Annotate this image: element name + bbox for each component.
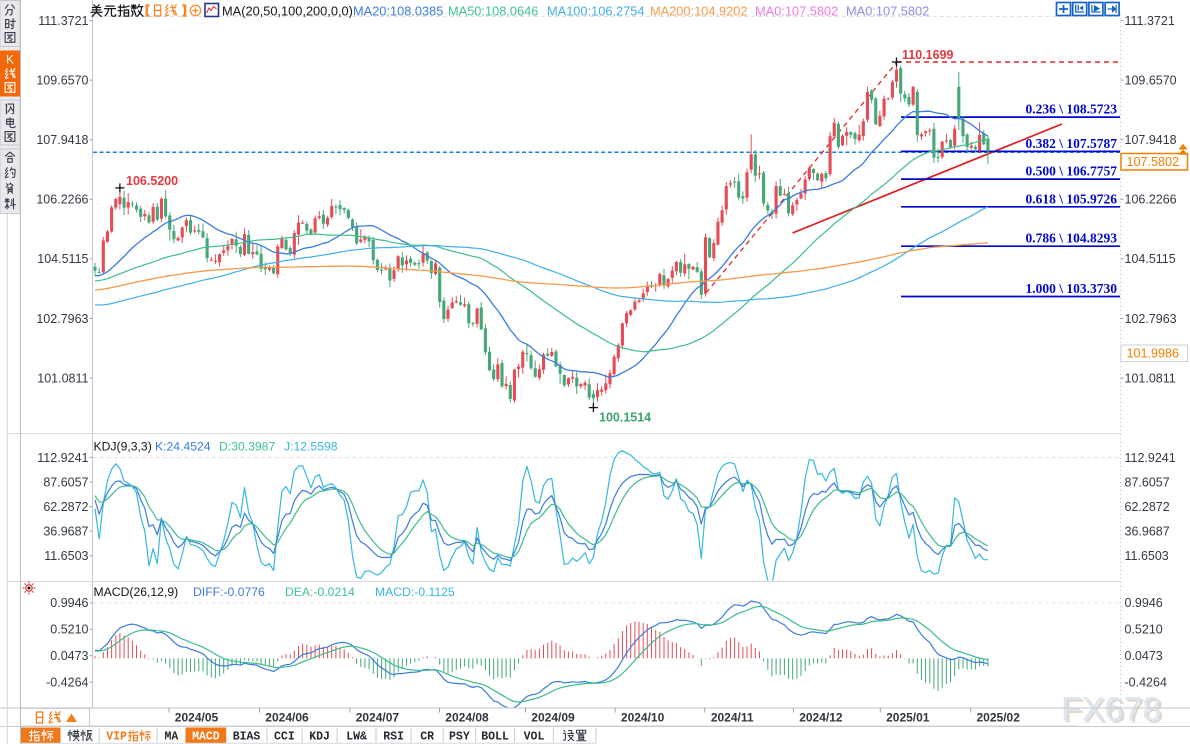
- svg-text:0.618 \ 105.9726: 0.618 \ 105.9726: [1025, 191, 1117, 206]
- svg-text:106.5200: 106.5200: [126, 174, 178, 188]
- svg-text:MA200:104.9202: MA200:104.9202: [650, 4, 747, 19]
- svg-text:MA100:106.2754: MA100:106.2754: [547, 4, 644, 19]
- svg-text:102.7963: 102.7963: [36, 312, 88, 326]
- svg-text:2025/01: 2025/01: [886, 711, 930, 725]
- svg-text:MA20:108.0385: MA20:108.0385: [353, 4, 443, 19]
- svg-text:KDJ: KDJ: [309, 730, 330, 743]
- svg-text:0.5210: 0.5210: [50, 623, 88, 637]
- svg-text:KDJ(9,3,3): KDJ(9,3,3): [94, 439, 152, 453]
- svg-text:2024/10: 2024/10: [621, 711, 665, 725]
- svg-text:101.0811: 101.0811: [37, 371, 88, 385]
- svg-text:62.2872: 62.2872: [43, 500, 88, 514]
- svg-text:101.9986: 101.9986: [1127, 347, 1180, 361]
- svg-text:36.9687: 36.9687: [1125, 525, 1170, 539]
- svg-text:2025/02: 2025/02: [977, 711, 1021, 725]
- svg-text:62.2872: 62.2872: [1125, 500, 1170, 514]
- svg-text:100.1514: 100.1514: [599, 411, 651, 425]
- svg-text:VOL: VOL: [524, 730, 545, 743]
- svg-text:J:12.5598: J:12.5598: [284, 439, 338, 453]
- svg-text:DIFF:-0.0776: DIFF:-0.0776: [193, 585, 265, 599]
- svg-text:MACD: MACD: [192, 730, 220, 743]
- svg-text:11.6503: 11.6503: [1125, 549, 1169, 563]
- svg-text:RSI: RSI: [383, 730, 404, 743]
- svg-text:111.3721: 111.3721: [1125, 14, 1175, 28]
- svg-text:87.6057: 87.6057: [1125, 475, 1170, 489]
- svg-text:109.6570: 109.6570: [1125, 73, 1177, 87]
- svg-text:2024/06: 2024/06: [265, 711, 309, 725]
- svg-text:2024/05: 2024/05: [175, 711, 219, 725]
- svg-text:36.9687: 36.9687: [43, 525, 88, 539]
- svg-text:0.9946: 0.9946: [1125, 596, 1163, 610]
- svg-text:MA(20,50,100,200,0,0): MA(20,50,100,200,0,0): [222, 4, 353, 19]
- svg-text:MA0:107.5802: MA0:107.5802: [846, 4, 929, 19]
- svg-text:K:24.4524: K:24.4524: [155, 439, 211, 453]
- svg-text:0.382 \ 107.5787: 0.382 \ 107.5787: [1025, 136, 1117, 151]
- svg-text:D:30.3987: D:30.3987: [219, 439, 275, 453]
- svg-text:0.9946: 0.9946: [50, 596, 88, 610]
- svg-text:109.6570: 109.6570: [36, 73, 88, 87]
- svg-text:2024/09: 2024/09: [531, 711, 575, 725]
- svg-text:0.0473: 0.0473: [1125, 649, 1163, 663]
- svg-text:2024/11: 2024/11: [711, 711, 754, 725]
- svg-text:MACD(26,12,9): MACD(26,12,9): [94, 585, 179, 599]
- svg-text:BOLL: BOLL: [481, 730, 509, 743]
- svg-text:11.6503: 11.6503: [44, 549, 88, 563]
- svg-text:MA50:108.0646: MA50:108.0646: [448, 4, 538, 19]
- svg-text:107.9418: 107.9418: [36, 133, 88, 147]
- svg-text:107.9418: 107.9418: [1125, 133, 1177, 147]
- svg-text:-0.4264: -0.4264: [46, 675, 88, 689]
- svg-text:CR: CR: [420, 730, 434, 743]
- svg-text:0.5210: 0.5210: [1125, 623, 1163, 637]
- svg-text:1.000 \ 103.3730: 1.000 \ 103.3730: [1025, 281, 1117, 296]
- svg-text:CCI: CCI: [274, 730, 295, 743]
- svg-text:VIP: VIP: [106, 730, 127, 743]
- svg-text:MA: MA: [164, 730, 178, 743]
- svg-text:BIAS: BIAS: [233, 730, 261, 743]
- svg-text:102.7963: 102.7963: [1125, 312, 1177, 326]
- svg-text:MACD:-0.1125: MACD:-0.1125: [375, 585, 455, 599]
- svg-text:FX678: FX678: [1061, 691, 1161, 729]
- svg-text:PSY: PSY: [449, 730, 470, 743]
- svg-text:2024/12: 2024/12: [799, 711, 843, 725]
- svg-text:111.3721: 111.3721: [38, 14, 88, 28]
- svg-text:101.0811: 101.0811: [1125, 371, 1176, 385]
- svg-text:0.500 \ 106.7757: 0.500 \ 106.7757: [1025, 164, 1117, 179]
- svg-text:0.236 \ 108.5723: 0.236 \ 108.5723: [1025, 102, 1117, 117]
- svg-text:-0.4264: -0.4264: [1125, 675, 1167, 689]
- svg-text:0.0473: 0.0473: [50, 649, 88, 663]
- svg-text:106.2266: 106.2266: [36, 193, 88, 207]
- svg-text:104.5115: 104.5115: [37, 252, 88, 266]
- svg-text:0.786 \ 104.8293: 0.786 \ 104.8293: [1025, 231, 1117, 246]
- svg-text:106.2266: 106.2266: [1125, 193, 1177, 207]
- svg-text:112.9241: 112.9241: [37, 451, 88, 465]
- svg-text:110.1699: 110.1699: [902, 48, 953, 62]
- svg-text:104.5115: 104.5115: [1125, 252, 1176, 266]
- svg-text:MA0:107.5802: MA0:107.5802: [755, 4, 838, 19]
- svg-text:K: K: [6, 54, 14, 67]
- svg-text:112.9241: 112.9241: [1125, 451, 1176, 465]
- svg-text:87.6057: 87.6057: [43, 475, 88, 489]
- svg-text:DEA:-0.0214: DEA:-0.0214: [285, 585, 355, 599]
- svg-text:107.5802: 107.5802: [1127, 155, 1180, 169]
- svg-text:2024/08: 2024/08: [445, 711, 489, 725]
- svg-text:LW&: LW&: [346, 730, 367, 743]
- svg-text:FX678: FX678: [1064, 693, 1164, 731]
- svg-text:2024/07: 2024/07: [356, 711, 400, 725]
